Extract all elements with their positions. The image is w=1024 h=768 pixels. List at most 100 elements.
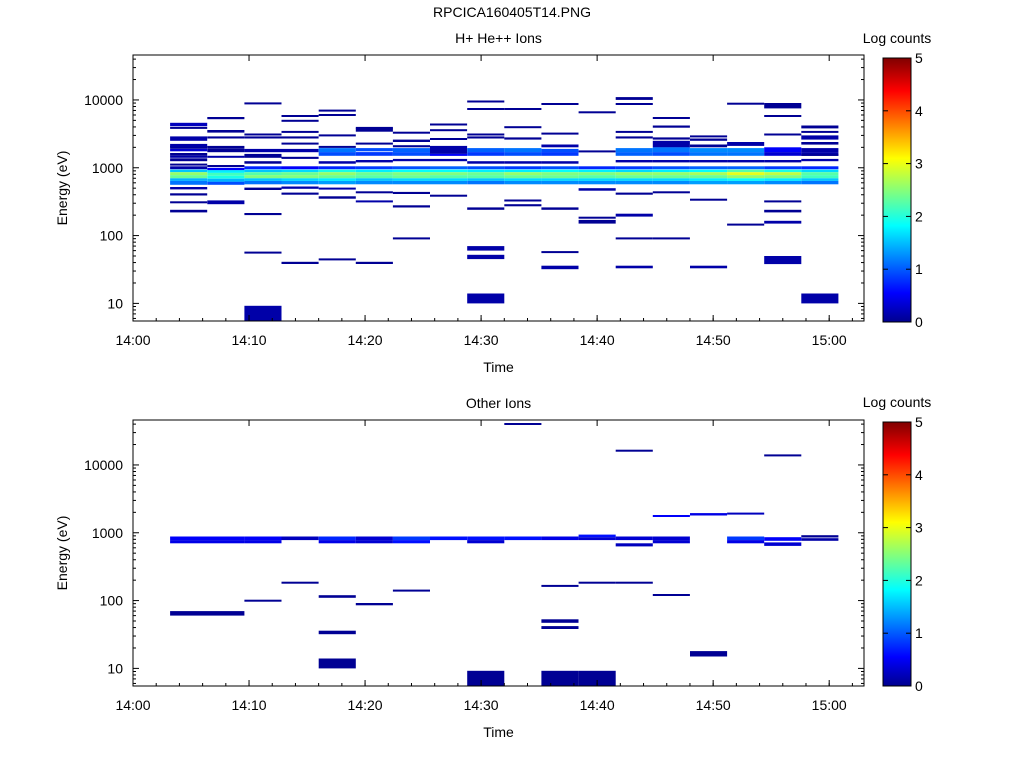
data-bin <box>615 543 653 547</box>
data-bin <box>541 536 579 541</box>
data-bin <box>467 246 505 251</box>
data-bin <box>392 191 430 194</box>
data-bin <box>690 180 728 185</box>
y-tick-label: 1000 <box>92 525 123 541</box>
data-bin <box>430 166 468 170</box>
data-bin <box>318 134 356 137</box>
x-axis-label: Time <box>483 359 514 375</box>
x-tick-label: 14:50 <box>696 697 731 713</box>
x-tick-label: 14:30 <box>464 697 499 713</box>
data-bin <box>467 293 505 304</box>
data-bin <box>541 180 579 185</box>
data-bin <box>504 137 542 140</box>
data-bin <box>355 180 393 185</box>
data-bin <box>652 175 690 179</box>
data-bin <box>244 175 282 179</box>
data-bin <box>244 187 282 190</box>
data-bin <box>541 144 579 148</box>
data-bin <box>764 537 802 541</box>
data-bin <box>541 619 579 623</box>
data-bin <box>244 161 282 164</box>
data-bin <box>244 251 282 254</box>
data-bin <box>652 237 690 240</box>
colorbar-tick-label: 2 <box>915 208 923 224</box>
data-bin <box>615 536 653 541</box>
data-bin <box>392 536 430 541</box>
data-bin <box>801 169 839 173</box>
data-bin <box>615 136 653 139</box>
colorbar <box>882 421 912 687</box>
y-axis-label: Energy (eV) <box>54 516 70 591</box>
data-bin <box>541 103 579 105</box>
x-tick-label: 14:00 <box>115 697 150 713</box>
data-bin <box>318 196 356 199</box>
data-bin <box>504 148 542 153</box>
data-bin <box>578 166 616 170</box>
data-bin <box>467 136 505 139</box>
data-bin <box>430 180 468 185</box>
data-bin <box>764 172 802 176</box>
data-bin <box>244 136 282 139</box>
data-bin <box>430 123 468 126</box>
data-bin <box>281 261 319 264</box>
data-bin <box>764 209 802 213</box>
data-bin <box>170 172 208 176</box>
data-bin <box>764 200 802 203</box>
data-bin <box>690 265 728 269</box>
data-bin <box>690 135 728 138</box>
data-bin <box>430 175 468 179</box>
data-bin <box>764 180 802 185</box>
data-bin <box>727 169 765 173</box>
data-bin <box>355 148 393 152</box>
data-bin <box>355 191 393 194</box>
data-bin <box>281 142 319 145</box>
data-bin <box>541 148 579 153</box>
data-bin <box>615 265 653 269</box>
data-bin <box>170 209 208 213</box>
data-bin <box>467 166 505 170</box>
data-bin <box>355 536 393 541</box>
data-bin <box>467 100 505 103</box>
colorbar-label: Log counts <box>863 394 932 410</box>
data-bin <box>281 156 319 159</box>
x-tick-label: 14:50 <box>696 332 731 348</box>
data-bin <box>801 535 839 538</box>
data-bin <box>355 540 393 544</box>
data-bin <box>541 132 579 135</box>
data-bin <box>801 180 839 185</box>
data-bin <box>690 175 728 179</box>
data-bin <box>541 169 579 173</box>
data-bin <box>430 153 468 156</box>
data-bin <box>430 172 468 176</box>
data-bin <box>318 630 356 635</box>
data-bin <box>467 172 505 176</box>
data-bin <box>430 129 468 132</box>
data-bin <box>727 160 765 163</box>
data-bin <box>170 175 208 179</box>
data-bin <box>207 136 245 139</box>
data-bin <box>207 178 245 182</box>
data-bin <box>392 178 430 181</box>
data-bin <box>281 148 319 153</box>
data-bin <box>727 512 765 515</box>
data-bin <box>170 153 208 156</box>
data-bin <box>281 536 319 541</box>
data-bin <box>764 160 802 163</box>
data-bin <box>392 540 430 544</box>
data-bin <box>690 152 728 156</box>
data-bin <box>170 187 208 190</box>
data-bin <box>801 125 839 129</box>
data-bin <box>652 178 690 181</box>
data-bin <box>355 178 393 181</box>
data-bin <box>764 103 802 109</box>
data-bin <box>727 536 765 541</box>
data-bin <box>392 589 430 592</box>
data-bin <box>281 172 319 176</box>
data-bin <box>392 205 430 208</box>
data-bin <box>764 152 802 156</box>
chart-panel-1: 14:00 14:10 14:20 14:30 14:40 14:50 15:0010100… <box>54 30 931 375</box>
data-bin <box>727 175 765 179</box>
data-bin <box>244 169 282 173</box>
data-bin <box>652 594 690 596</box>
chart-panel-2: 14:00 14:10 14:20 14:30 14:40 14:50 15:0010100… <box>54 394 931 740</box>
